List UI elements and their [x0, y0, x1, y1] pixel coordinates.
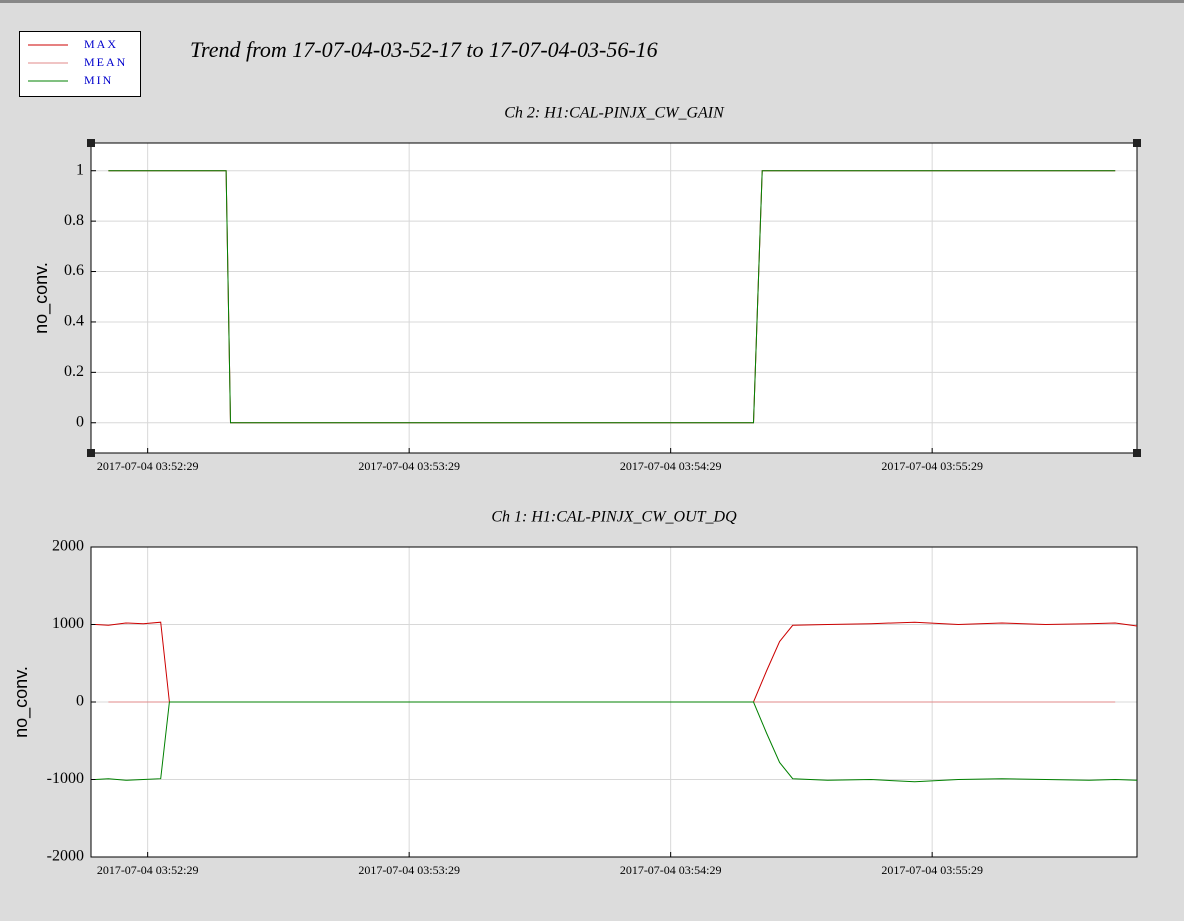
series-line — [95, 701, 1138, 783]
y-tick-label: -2000 — [47, 848, 84, 865]
plot-frame — [90, 546, 1138, 858]
chart-title: Ch 1: H1:CAL-PINJX_CW_OUT_DQ — [491, 509, 737, 526]
y-axis-label: no_conv. — [31, 262, 52, 334]
x-tick-label: 2017-07-04 03:52:29 — [97, 863, 199, 877]
y-axis-label: no_conv. — [11, 666, 32, 738]
y-tick-label: 0 — [76, 693, 84, 710]
legend-label: MAX — [84, 37, 118, 51]
y-tick-label: 0.2 — [64, 363, 84, 380]
series-line — [95, 621, 1138, 703]
y-tick-label: 0.6 — [64, 262, 84, 279]
resize-handle — [1133, 449, 1141, 457]
resize-handle — [87, 449, 95, 457]
legend-box — [19, 31, 141, 97]
y-tick-label: 0.8 — [64, 212, 84, 229]
x-tick-label: 2017-07-04 03:53:29 — [358, 863, 460, 877]
x-tick-label: 2017-07-04 03:52:29 — [97, 459, 199, 473]
y-tick-label: 2000 — [52, 538, 84, 555]
y-tick-label: 1 — [76, 161, 84, 178]
y-tick-label: 1000 — [52, 615, 84, 632]
legend-label: MIN — [84, 73, 113, 87]
resize-handle — [87, 139, 95, 147]
legend-label: MEAN — [84, 55, 127, 69]
y-tick-label: 0 — [76, 413, 84, 430]
page-title: Trend from 17-07-04-03-52-17 to 17-07-04… — [190, 37, 658, 62]
chart-title: Ch 2: H1:CAL-PINJX_CW_GAIN — [504, 105, 725, 122]
x-tick-label: 2017-07-04 03:53:29 — [358, 459, 460, 473]
x-tick-label: 2017-07-04 03:55:29 — [881, 459, 983, 473]
resize-handle — [1133, 139, 1141, 147]
plot-area — [91, 143, 1137, 453]
series-line — [108, 170, 1116, 424]
plot-frame — [90, 142, 1138, 454]
x-tick-label: 2017-07-04 03:55:29 — [881, 863, 983, 877]
x-tick-label: 2017-07-04 03:54:29 — [620, 459, 722, 473]
x-tick-label: 2017-07-04 03:54:29 — [620, 863, 722, 877]
y-tick-label: 0.4 — [64, 313, 84, 330]
y-tick-label: -1000 — [47, 770, 84, 787]
